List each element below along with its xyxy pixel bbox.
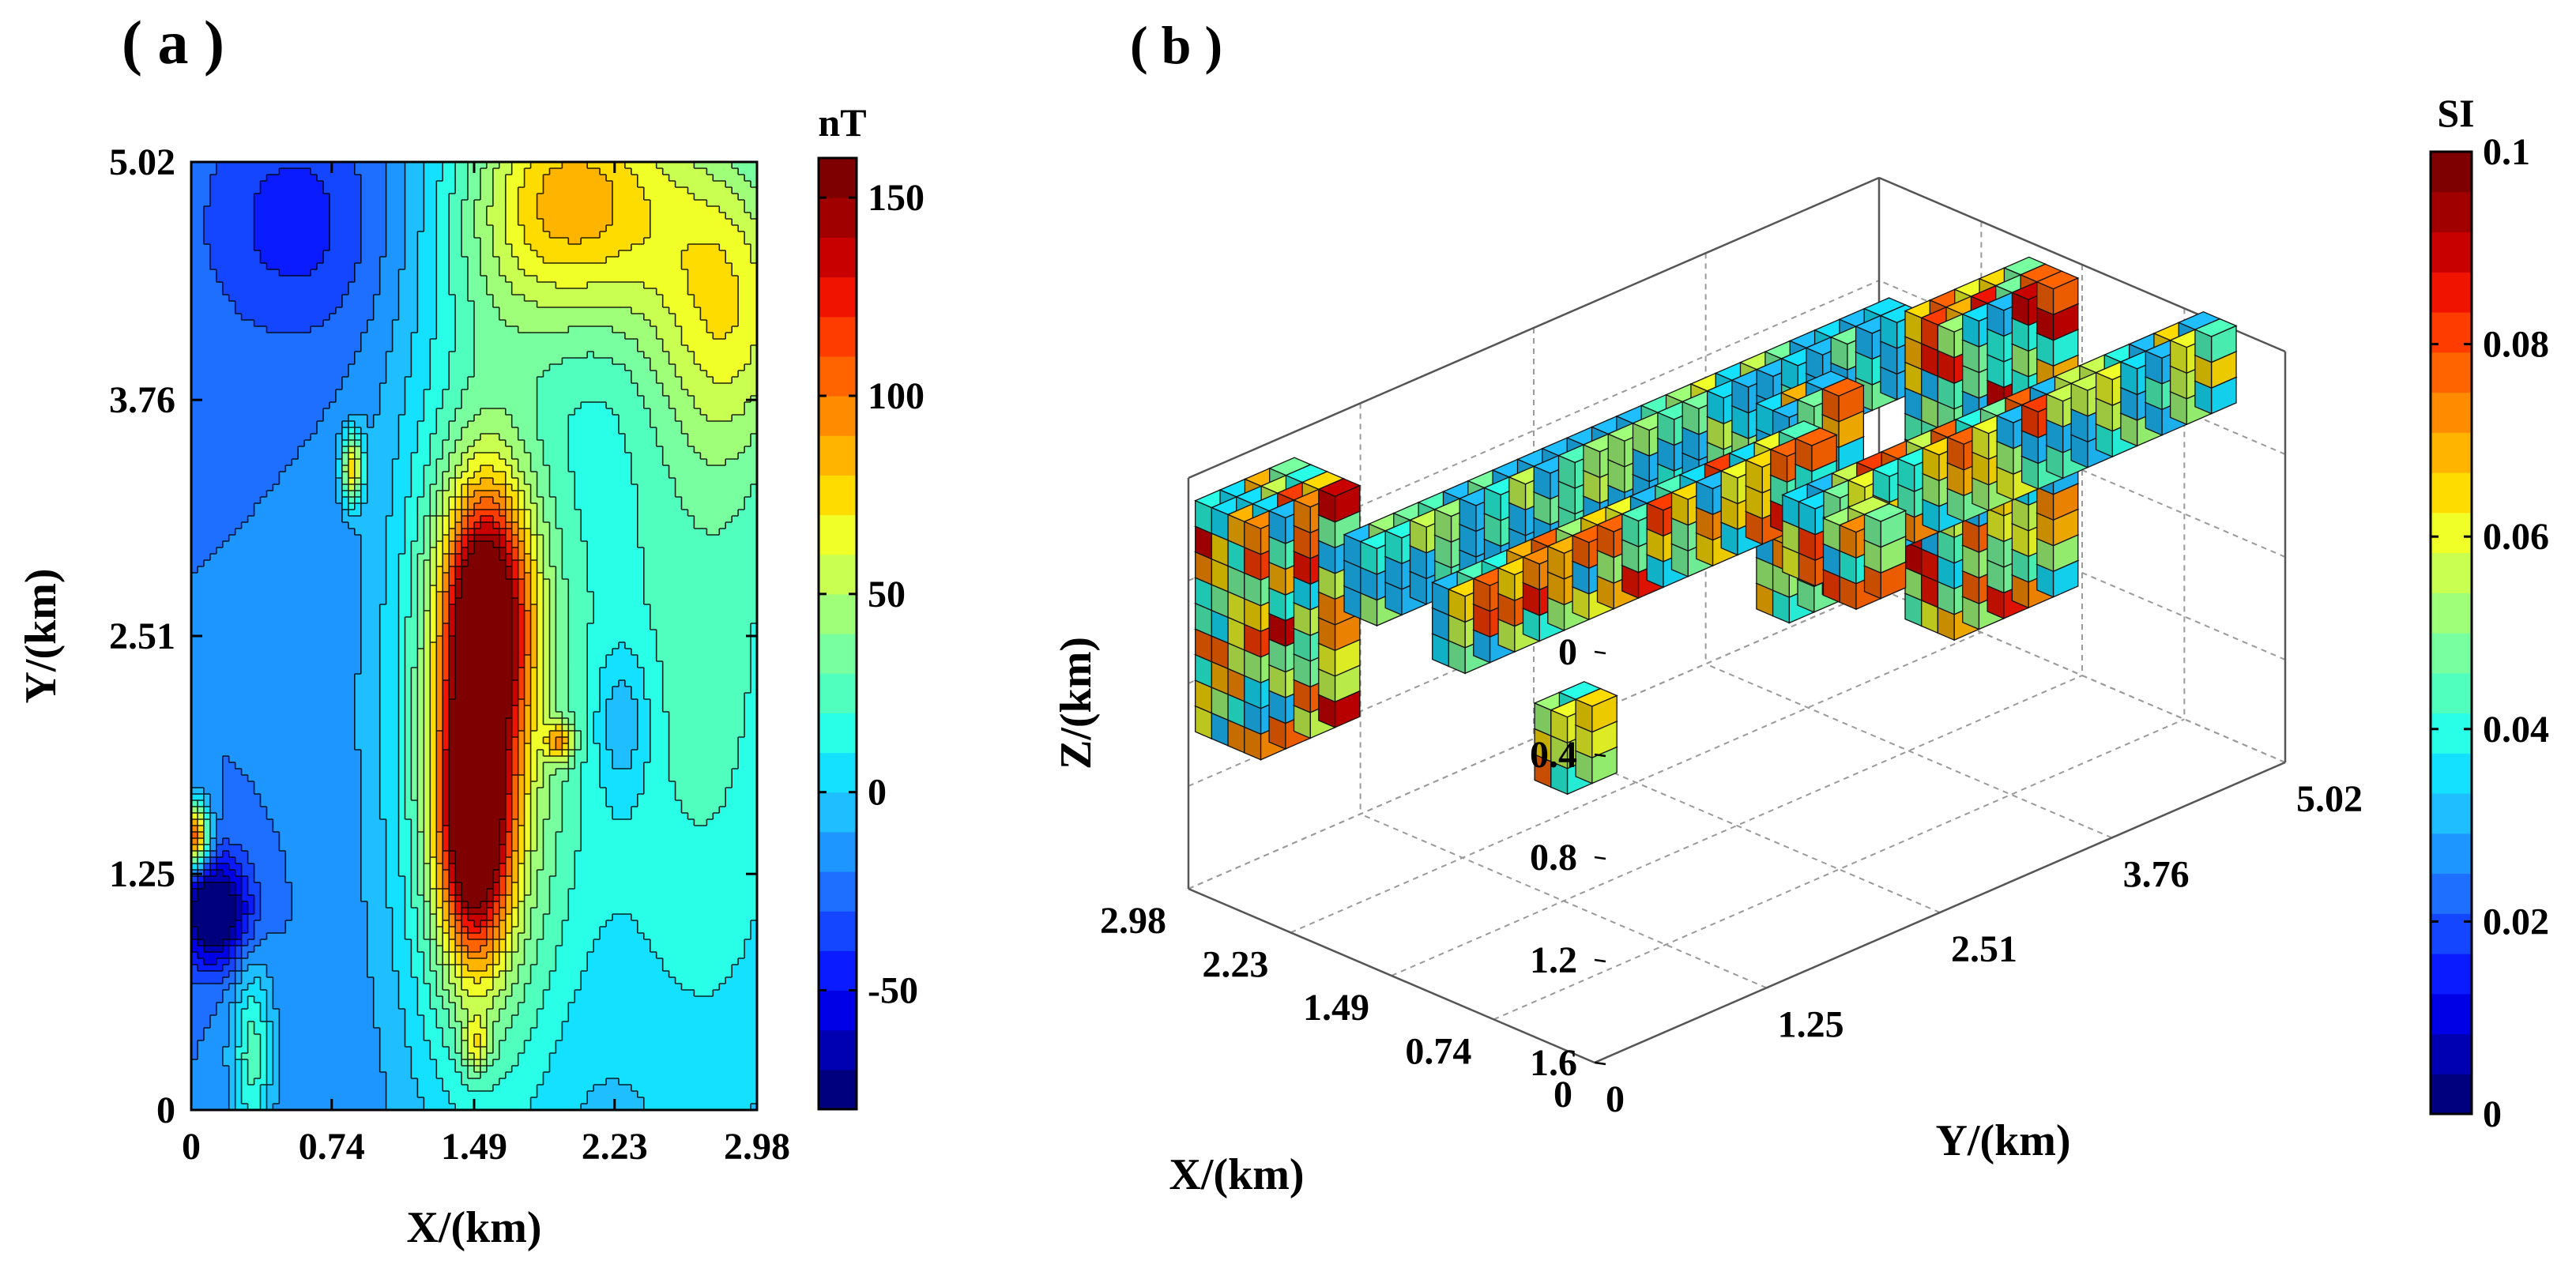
- y-tick-label-3d: 2.51: [1951, 928, 2017, 970]
- voxel-isolated-north: [1862, 502, 1908, 548]
- colorbar-b-tick-label: 0.06: [2483, 516, 2549, 558]
- voxel-north-ridge: [2194, 318, 2238, 363]
- x-tick-label-3d: 2.98: [1100, 900, 1166, 942]
- z-tick-label: 0.4: [1530, 734, 1577, 776]
- y-tick-label-3d: 1.25: [1778, 1003, 1844, 1045]
- x-tick-label: 0.74: [299, 1126, 365, 1168]
- x-tick-label-3d: 0.74: [1405, 1030, 1471, 1072]
- x-tick-label: 2.23: [582, 1126, 648, 1168]
- voxel-west-ridge: [1794, 427, 1838, 472]
- y-tick-label: 3.76: [109, 379, 175, 421]
- panel-a-label: ( a ): [122, 8, 224, 77]
- colorbar-a-tick-label: 0: [868, 772, 887, 814]
- z-tick-label: 0: [1558, 631, 1577, 673]
- colorbar-b-tick-label: 0.1: [2483, 131, 2530, 173]
- y-tick-label: 5.02: [109, 141, 175, 183]
- y-axis-label-3d: Y/(km): [1935, 1116, 2070, 1165]
- colorbar-a-tick-label: -50: [868, 970, 918, 1012]
- y-axis-ticks: 0 1.25 2.51 3.76 5.02: [109, 141, 757, 1131]
- y-tick-label: 1.25: [109, 853, 175, 895]
- colorbar-b-tick-label: 0.04: [2483, 709, 2549, 751]
- colorbar-a: -50 0 50 100 150: [817, 156, 925, 1111]
- z-tick-label: 1.2: [1530, 939, 1577, 981]
- y-tick-label: 0: [156, 1089, 175, 1131]
- z-tick-label: 0.8: [1530, 837, 1577, 879]
- colorbar-b: 0 0.02 0.04 0.06 0.08 0.1: [2429, 131, 2549, 1135]
- x-tick-label: 2.98: [724, 1126, 790, 1168]
- colorbar-b-unit: SI: [2437, 91, 2474, 135]
- voxel-blocks: [1194, 256, 2238, 796]
- y-tick-label-3d: 3.76: [2123, 853, 2190, 895]
- voxel-east-tall: [2036, 270, 2080, 316]
- colorbar-a-tick-label: 50: [868, 574, 906, 615]
- panel-b-voxel-model: 00.40.81.21.600.741.492.232.9801.252.513…: [1052, 91, 2549, 1199]
- voxel-mid-stack: [1821, 378, 1866, 423]
- colorbar-a-tick-label: 100: [868, 375, 925, 417]
- colorbar-b-tick-label: 0.08: [2483, 324, 2549, 366]
- x-tick-label: 0: [182, 1126, 201, 1168]
- contour-field: [191, 162, 758, 1111]
- voxel-far-west-block: [1574, 687, 1618, 733]
- x-tick-label-3d: 0: [1554, 1074, 1572, 1116]
- x-axis-label: X/(km): [406, 1203, 541, 1252]
- colorbar-b-tick-label: 0.02: [2483, 901, 2549, 942]
- panel-b-label: ( b ): [1130, 15, 1222, 75]
- x-tick-label-3d: 1.49: [1303, 987, 1369, 1029]
- x-axis-label-3d: X/(km): [1169, 1150, 1304, 1199]
- y-axis-label: Y/(km): [17, 568, 66, 703]
- colorbar-b-tick-label: 0: [2483, 1093, 2502, 1135]
- z-tick-label: 1.6: [1530, 1042, 1577, 1084]
- x-tick-label-3d: 2.23: [1202, 943, 1268, 985]
- y-tick-label: 2.51: [109, 615, 175, 657]
- x-tick-label: 1.49: [441, 1126, 507, 1168]
- colorbar-a-unit: nT: [818, 100, 866, 145]
- x-axis-ticks: 0 0.74 1.49 2.23 2.98: [182, 162, 790, 1168]
- 3d-axis-ticks: 00.40.81.21.600.741.492.232.9801.252.513…: [1100, 631, 2363, 1120]
- colorbar-a-tick-label: 150: [868, 177, 925, 219]
- y-tick-label-3d: 0: [1606, 1078, 1625, 1120]
- panel-a-contour-map: 0 0.74 1.49 2.23 2.98 0 1.25 2.51 3.76 5.02 X/(k…: [17, 100, 925, 1252]
- z-axis-label-3d: Z/(km): [1052, 637, 1101, 769]
- y-tick-label-3d: 5.02: [2296, 778, 2363, 820]
- voxel-south-cube: [1317, 478, 1361, 523]
- contour-lines: [191, 162, 757, 1110]
